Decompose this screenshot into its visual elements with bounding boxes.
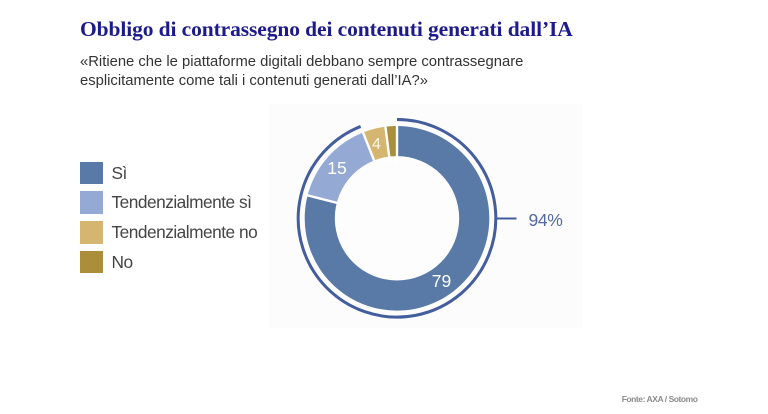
svg-text:15: 15 xyxy=(327,158,346,178)
svg-text:94%: 94% xyxy=(529,210,563,230)
svg-text:79: 79 xyxy=(432,271,451,291)
svg-text:4: 4 xyxy=(372,136,381,153)
